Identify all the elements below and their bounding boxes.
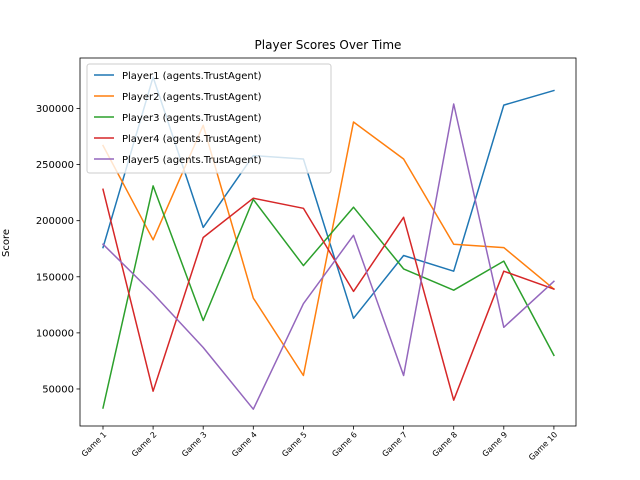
y-tick-label: 250000 xyxy=(36,160,74,171)
legend-label: Player5 (agents.TrustAgent) xyxy=(122,155,262,166)
y-tick-label: 300000 xyxy=(36,104,74,115)
legend: Player1 (agents.TrustAgent) Player2 (agen… xyxy=(86,63,332,174)
legend-label: Player2 (agents.TrustAgent) xyxy=(122,92,262,103)
y-tick-label: 200000 xyxy=(36,216,74,227)
legend-label: Player3 (agents.TrustAgent) xyxy=(122,113,262,124)
y-tick-label: 100000 xyxy=(36,328,74,339)
series-line-player3 xyxy=(102,185,555,409)
y-tick-label: 50000 xyxy=(42,384,74,395)
y-axis-title: Score xyxy=(1,229,12,257)
series-line-player4 xyxy=(102,188,555,401)
y-tick-label: 150000 xyxy=(36,272,74,283)
legend-label: Player1 (agents.TrustAgent) xyxy=(122,71,262,82)
legend-box xyxy=(86,63,332,174)
legend-label: Player4 (agents.TrustAgent) xyxy=(122,134,262,145)
chart-title: Player Scores Over Time xyxy=(255,38,402,52)
series-line-player5 xyxy=(101,103,555,410)
plot-frame xyxy=(79,57,577,427)
